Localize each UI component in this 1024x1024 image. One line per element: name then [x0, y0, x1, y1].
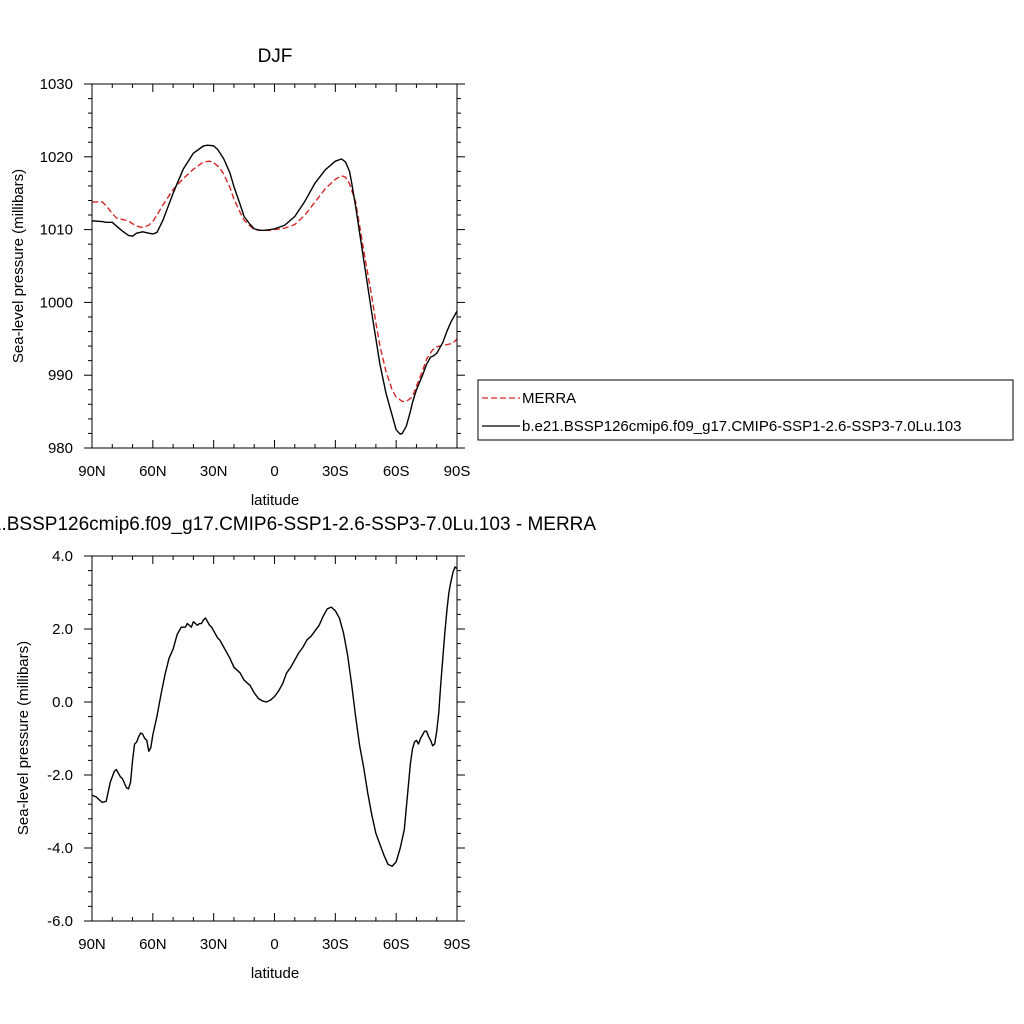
top-chart-series: [91, 144, 458, 435]
bottom-chart-y-axis-title: Sea-level pressure (millibars): [15, 641, 32, 835]
bottom-chart-series: [91, 566, 458, 867]
top-chart-y-axis-title: Sea-level pressure (millibars): [10, 169, 27, 363]
bottom-x-tick-label: 30S: [322, 936, 349, 953]
bottom-y-tick-label: -6.0: [47, 913, 73, 930]
top-y-tick-label: 990: [48, 367, 73, 384]
top-series-line-0: [92, 160, 458, 403]
bottom-y-tick-label: -2.0: [47, 767, 73, 784]
bottom-y-tick-label: 2.0: [52, 621, 73, 638]
top-x-tick-label: 0: [270, 463, 278, 480]
legend-label-model: b.e21.BSSP126cmip6.f09_g17.CMIP6-SSP1-2.…: [522, 418, 961, 435]
top-x-tick-label: 90S: [444, 463, 471, 480]
top-chart-dJF: DJF Sea-level pressure (millibars) latit…: [10, 46, 1014, 509]
top-series-line-1: [91, 144, 458, 435]
top-y-tick-label: 1030: [40, 76, 73, 93]
top-x-tick-label: 60N: [139, 463, 167, 480]
bottom-x-tick-label: 90N: [78, 936, 106, 953]
bottom-y-tick-label: -4.0: [47, 840, 73, 857]
legend-box: [477, 379, 1014, 441]
top-y-tick-label: 1010: [40, 222, 73, 239]
top-chart-plot-frame: [91, 83, 458, 449]
top-x-tick-label: 30S: [322, 463, 349, 480]
bottom-chart-ticks: 90N 60N 30N 0 30S 60S 90S -6.0 -4.0 -2.0 0.0 2.0 4.0: [47, 548, 470, 953]
bottom-chart-x-axis-title: latitude: [251, 965, 299, 982]
legend-label-merra: MERRA: [522, 390, 576, 407]
top-chart-ticks: 90N 60N 30N 0 30S 60S 90S 980 990 1000 1010 1020 103…: [40, 76, 471, 480]
legend: MERRA b.e21.BSSP126cmip6.f09_g17.CMIP6-S…: [477, 379, 1014, 441]
bottom-chart-title: b.e21.BSSP126cmip6.f09_g17.CMIP6-SSP1-2.…: [0, 514, 596, 535]
top-y-tick-label: 1000: [40, 294, 73, 311]
bottom-chart-plot-frame: [91, 555, 458, 922]
top-y-tick-label: 980: [48, 440, 73, 457]
bottom-y-tick-label: 0.0: [52, 694, 73, 711]
bottom-series-line-0: [91, 566, 458, 867]
bottom-chart-difference: b.e21.BSSP126cmip6.f09_g17.CMIP6-SSP1-2.…: [0, 514, 596, 982]
bottom-y-tick-label: 4.0: [52, 548, 73, 565]
bottom-x-tick-label: 60N: [139, 936, 167, 953]
bottom-x-tick-label: 90S: [444, 936, 471, 953]
top-x-tick-label: 30N: [200, 463, 228, 480]
top-y-tick-label: 1020: [40, 149, 73, 166]
bottom-x-tick-label: 60S: [383, 936, 410, 953]
top-x-tick-label: 90N: [78, 463, 106, 480]
top-chart-title: DJF: [258, 46, 293, 67]
bottom-x-tick-label: 30N: [200, 936, 228, 953]
top-x-tick-label: 60S: [383, 463, 410, 480]
bottom-x-tick-label: 0: [270, 936, 278, 953]
top-chart-x-axis-title: latitude: [251, 492, 299, 509]
